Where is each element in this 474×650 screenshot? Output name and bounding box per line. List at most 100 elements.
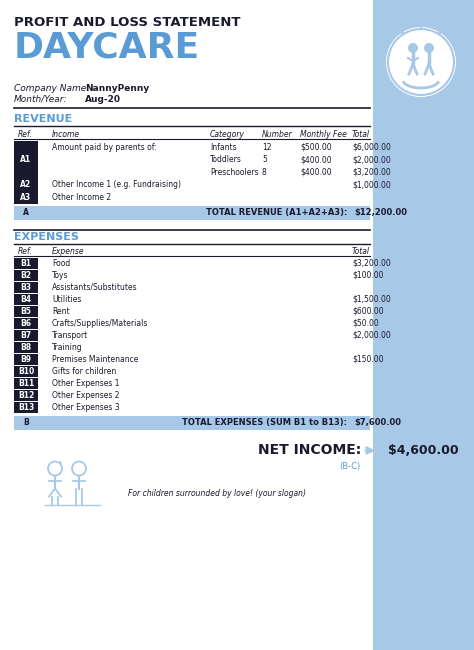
Circle shape [408,43,418,53]
Text: 8: 8 [262,168,267,177]
Circle shape [424,43,434,53]
Text: $2,000.00: $2,000.00 [352,330,391,339]
Text: Toddlers: Toddlers [210,155,242,164]
Text: Other Expenses 3: Other Expenses 3 [52,402,119,411]
Text: B4: B4 [20,294,31,304]
Text: For children surrounded by love! (your slogan): For children surrounded by love! (your s… [128,489,306,497]
Text: Company Name:: Company Name: [14,84,89,93]
Text: Category: Category [210,130,245,139]
Text: $12,200.00: $12,200.00 [354,208,407,217]
Text: Assistants/Substitutes: Assistants/Substitutes [52,283,137,291]
Text: A1: A1 [20,155,32,164]
Bar [14,191,38,203]
Text: Gifts for children: Gifts for children [52,367,116,376]
Bar [14,341,38,352]
Bar [14,179,38,191]
Text: $100.00: $100.00 [352,270,383,280]
Text: $6,000.00: $6,000.00 [352,143,391,151]
Text: Preschoolers: Preschoolers [210,168,259,177]
Text: A: A [23,208,29,217]
Text: B1: B1 [20,259,31,268]
Text: 5: 5 [262,155,267,164]
Text: Amount paid by parents of:: Amount paid by parents of: [52,143,157,151]
Text: Monthly Fee: Monthly Fee [300,130,347,139]
Text: Total: Total [352,130,370,139]
Bar [14,270,38,281]
Text: $7,600.00: $7,600.00 [354,418,401,427]
Text: REVENUE: REVENUE [14,114,72,124]
Text: B10: B10 [18,367,34,376]
Text: Infants: Infants [210,143,237,151]
Bar [14,317,38,328]
Text: Ref.: Ref. [18,246,33,255]
Text: $400.00: $400.00 [300,168,332,177]
Bar [14,141,38,179]
Text: B: B [23,418,29,427]
Text: B9: B9 [20,354,31,363]
Text: $400.00: $400.00 [300,155,332,164]
Text: B13: B13 [18,402,34,411]
Bar [14,415,38,430]
Circle shape [386,27,456,97]
Text: B12: B12 [18,391,34,400]
Bar [14,415,370,430]
Text: $3,200.00: $3,200.00 [352,259,391,268]
Bar [14,306,38,317]
Text: Premises Maintenance: Premises Maintenance [52,354,138,363]
Text: B6: B6 [20,318,31,328]
Text: Toys: Toys [52,270,69,280]
Bar [14,205,38,220]
Text: A3: A3 [20,193,32,202]
Text: EXPENSES: EXPENSES [14,231,79,242]
Text: B3: B3 [20,283,31,291]
Text: ♦: ♦ [57,461,63,466]
Text: Aug-20: Aug-20 [85,95,121,104]
Text: 12: 12 [262,143,272,151]
Bar [14,205,370,220]
Bar [14,389,38,400]
Bar [14,281,38,292]
Text: $1,500.00: $1,500.00 [352,294,391,304]
Text: Transport: Transport [52,330,88,339]
Text: TOTAL EXPENSES (SUM B1 to B13):: TOTAL EXPENSES (SUM B1 to B13): [182,418,347,427]
Text: NET INCOME:: NET INCOME: [258,443,361,458]
Text: B5: B5 [20,307,31,315]
Text: $2,000.00: $2,000.00 [352,155,391,164]
Bar [14,365,38,376]
Text: $50.00: $50.00 [352,318,379,328]
Text: Month/Year:: Month/Year: [14,95,67,104]
Text: DAYCARE: DAYCARE [14,30,200,64]
Text: Total: Total [352,246,370,255]
Bar [14,330,38,341]
Text: B11: B11 [18,378,34,387]
Text: Rent: Rent [52,307,70,315]
Text: Utilities: Utilities [52,294,82,304]
Bar [14,354,38,365]
Text: $1,000.00: $1,000.00 [352,180,391,189]
Bar [373,0,474,650]
Text: Food: Food [52,259,70,268]
Text: $3,200.00: $3,200.00 [352,168,391,177]
Text: $150.00: $150.00 [352,354,383,363]
Text: Income: Income [52,130,80,139]
Text: A2: A2 [20,180,32,189]
Text: Crafts/Supplies/Materials: Crafts/Supplies/Materials [52,318,148,328]
Text: TOTAL REVENUE (A1+A2+A3):: TOTAL REVENUE (A1+A2+A3): [206,208,347,217]
Text: ✦: ✦ [418,26,424,32]
Text: NannyPenny: NannyPenny [85,84,149,93]
Text: Other Expenses 2: Other Expenses 2 [52,391,119,400]
Text: B7: B7 [20,330,32,339]
Text: Expense: Expense [52,246,85,255]
Text: ✦: ✦ [436,31,442,37]
Text: PROFIT AND LOSS STATEMENT: PROFIT AND LOSS STATEMENT [14,16,240,29]
Text: Ref.: Ref. [18,130,33,139]
Bar [14,378,38,389]
Text: Other Expenses 1: Other Expenses 1 [52,378,119,387]
Text: Other Income 2: Other Income 2 [52,193,111,202]
Bar [14,402,38,413]
Text: B2: B2 [20,270,31,280]
Text: B8: B8 [20,343,32,352]
Text: Training: Training [52,343,82,352]
Text: Other Income 1 (e.g. Fundraising): Other Income 1 (e.g. Fundraising) [52,180,181,189]
Text: ✦: ✦ [400,31,406,37]
